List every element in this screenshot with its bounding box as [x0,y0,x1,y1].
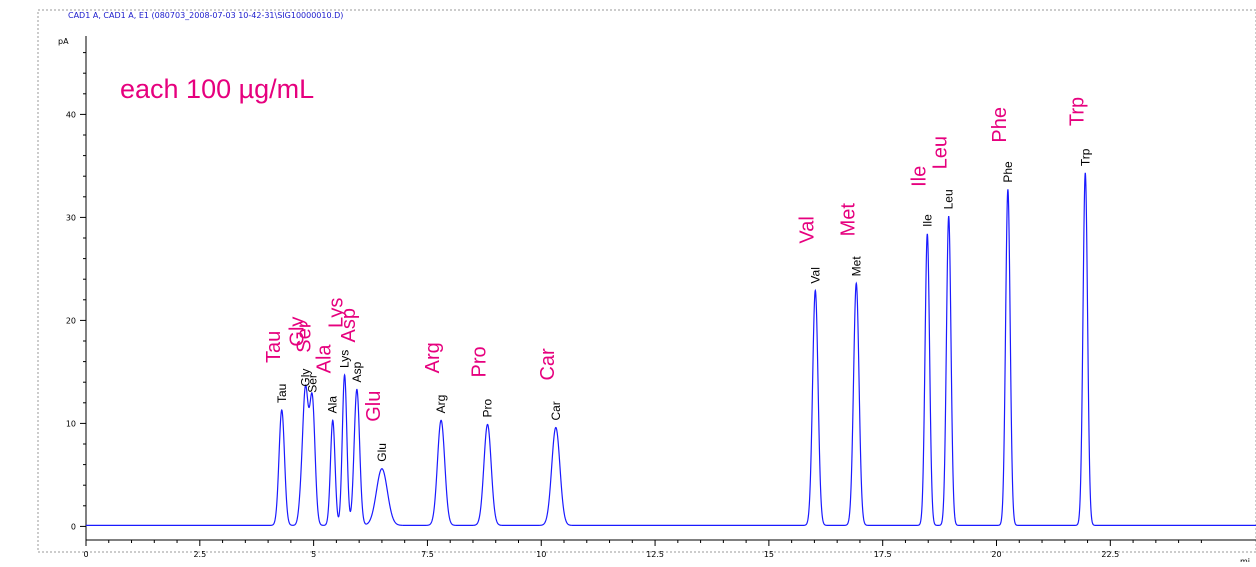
peak-label-highlight: Val [796,216,818,243]
peak-label-highlight: Lys [326,298,348,328]
peak-label-highlight: Car [537,348,559,381]
x-tick-label: 2.5 [193,550,206,559]
chart-header: CAD1 A, CAD1 A, E1 (080703_2008-07-03 10… [68,11,343,20]
peak-label: Leu [942,189,956,209]
plot-frame [37,9,1256,553]
concentration-note: each 100 µg/mL [120,74,314,104]
peak-label: Met [849,256,863,277]
peak-label: Ser [305,374,319,393]
peak-label-highlight: Arg [422,342,444,373]
peak-label-highlight: Ser [293,321,315,352]
x-tick-label: 0 [83,550,88,559]
y-axis-unit: pA [58,37,69,46]
peak-label: Tau [275,384,289,403]
peak-label-highlight: Phe [989,107,1011,143]
x-tick-label: 7.5 [421,550,434,559]
peak-label: Pro [481,398,495,417]
axes: 0 10 20 30 40 0 2.5 5 7.5 10 12.5 15 17.5 20 22.5 [66,36,1256,559]
trace-layer [86,172,1256,526]
y-tick-label: 30 [66,213,76,222]
peak-label-highlight: Leu [930,136,952,169]
peak-label: Phe [1001,161,1015,183]
peak-label: Trp [1078,148,1092,166]
x-tick-label: 5 [311,550,316,559]
x-tick-label: 15 [764,550,774,559]
peak-label-highlight: Ile [908,166,930,187]
x-tick-label: 20 [991,550,1001,559]
x-tick-label: 12.5 [646,550,664,559]
peak-label: Arg [434,395,448,414]
peak-label: Asp [350,361,364,382]
y-tick-label: 0 [71,522,76,531]
peak-label-highlight: Pro [469,346,491,377]
peak-label-highlight: Asp [338,308,360,342]
peak-label: Ala [326,396,340,414]
peak-label-highlight: Trp [1066,97,1088,126]
peak-label-highlight: Met [837,203,859,237]
x-tick-label: 10 [536,550,546,559]
x-tick-label: 17.5 [874,550,892,559]
peak-label: Glu [375,443,389,462]
peak-label: Val [808,267,822,283]
peak-label-highlight: Ala [314,344,336,374]
peak-label: Car [549,401,563,420]
peak-label: Ile [920,214,934,227]
chromatogram-trace [86,172,1256,526]
y-tick-label: 40 [66,110,76,119]
y-tick-label: 20 [66,316,76,325]
y-tick-label: 10 [66,419,76,428]
peak-label: Lys [338,350,352,368]
x-axis-unit: mi [1240,557,1250,562]
peak-label-highlight: Gly [286,317,308,347]
peak-label-highlight: Glu [363,391,385,422]
peak-label-highlight: Tau [263,331,285,363]
peak-label: Gly [298,369,312,387]
x-tick-label: 22.5 [1101,550,1119,559]
